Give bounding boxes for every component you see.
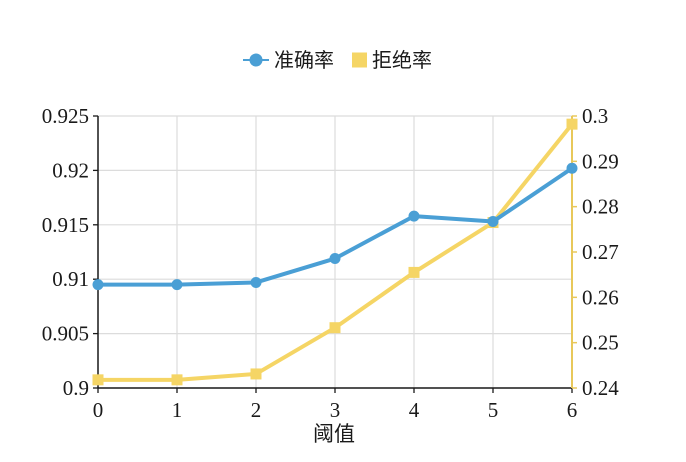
legend-marker <box>352 52 367 68</box>
series-accuracy <box>92 162 578 291</box>
data-point <box>566 118 578 130</box>
x-tick-label: 5 <box>488 398 499 422</box>
y-right-tick-label: 0.28 <box>582 195 619 219</box>
y-right-tick-label: 0.25 <box>582 331 619 355</box>
y-right-tick-label: 0.26 <box>582 285 619 309</box>
legend-item[interactable]: 准确率 <box>243 48 334 72</box>
x-tick-label: 2 <box>251 398 262 422</box>
data-point <box>408 266 420 278</box>
data-point <box>329 322 341 334</box>
y-right-tick-label: 0.29 <box>582 149 619 173</box>
y-left-tick-label: 0.92 <box>52 158 89 182</box>
data-point <box>250 276 262 288</box>
legend-marker <box>249 53 263 67</box>
data-point <box>329 253 341 265</box>
x-tick-label: 0 <box>93 398 104 422</box>
y-left-tick-label: 0.915 <box>42 213 89 237</box>
y-right-tick-label: 0.24 <box>582 376 619 400</box>
y-left-axis-ticks: 0.9 0.905 0.91 0.915 0.92 0.925 <box>42 104 98 400</box>
grid <box>97 115 573 389</box>
y-left-tick-label: 0.9 <box>63 376 89 400</box>
x-tick-label: 3 <box>330 398 341 422</box>
x-tick-label: 6 <box>567 398 578 422</box>
y-right-tick-label: 0.27 <box>582 240 619 264</box>
data-point <box>92 374 104 386</box>
data-point <box>92 279 104 291</box>
data-point <box>487 216 499 228</box>
y-left-tick-label: 0.91 <box>52 267 89 291</box>
legend-label: 拒绝率 <box>372 48 432 72</box>
data-point <box>408 210 420 222</box>
data-point <box>566 162 578 174</box>
y-right-tick-label: 0.3 <box>582 104 608 128</box>
legend-item[interactable]: 拒绝率 <box>352 48 432 72</box>
data-point <box>171 374 183 386</box>
y-left-tick-label: 0.905 <box>42 322 89 346</box>
y-right-axis-ticks: 0.24 0.25 0.26 0.27 0.28 0.29 0.3 <box>572 104 619 400</box>
x-axis-ticks: 0 1 2 3 4 5 6 <box>93 388 578 422</box>
y-left-tick-label: 0.925 <box>42 104 89 128</box>
data-point <box>171 279 183 291</box>
x-axis-title: 阈值 <box>313 422 355 446</box>
data-point <box>250 368 262 380</box>
legend-label: 准确率 <box>274 48 334 72</box>
x-tick-label: 1 <box>172 398 183 422</box>
series-layer <box>92 118 578 386</box>
legend[interactable]: 准确率 拒绝率 <box>243 48 432 72</box>
x-tick-label: 4 <box>409 398 420 422</box>
